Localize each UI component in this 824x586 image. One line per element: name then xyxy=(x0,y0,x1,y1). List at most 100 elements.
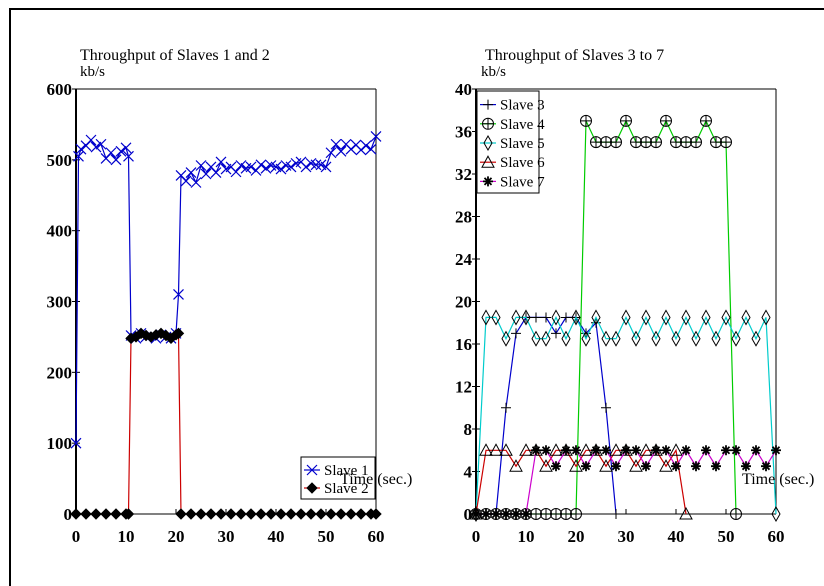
data-point xyxy=(235,508,247,520)
data-point xyxy=(499,443,513,456)
y-tick-label: 200 xyxy=(47,363,73,382)
data-point xyxy=(215,156,227,168)
data-point xyxy=(215,508,227,520)
series-slave-6 xyxy=(469,443,693,520)
data-point xyxy=(172,327,185,340)
series-slave-3 xyxy=(471,312,621,519)
y-tick-label: 40 xyxy=(455,80,472,99)
data-point xyxy=(190,177,202,188)
y-tick-label: 16 xyxy=(455,335,472,354)
data-point xyxy=(370,131,382,142)
data-point xyxy=(491,309,501,326)
data-point xyxy=(591,309,601,326)
data-point xyxy=(245,508,257,520)
data-point xyxy=(300,161,312,173)
y-tick-label: 400 xyxy=(47,222,73,241)
data-point xyxy=(360,140,372,152)
data-point xyxy=(641,309,651,326)
data-point xyxy=(681,309,691,326)
data-point xyxy=(600,136,612,149)
data-point xyxy=(175,508,187,520)
data-point xyxy=(315,508,327,520)
data-point xyxy=(679,506,693,520)
series-line xyxy=(476,449,777,515)
data-point xyxy=(285,508,297,520)
x-tick-label: 40 xyxy=(668,527,685,546)
data-point xyxy=(741,309,751,326)
x-tick-label: 50 xyxy=(318,527,335,546)
legend-marker xyxy=(306,482,318,494)
y-tick-label: 36 xyxy=(455,123,472,142)
data-point xyxy=(245,161,257,173)
legend xyxy=(476,90,540,194)
data-point xyxy=(180,175,192,187)
data-point xyxy=(669,443,683,456)
legend-label: Slave 3 xyxy=(500,98,545,114)
data-point xyxy=(120,142,132,154)
x-tick-label: 20 xyxy=(168,527,185,546)
data-point xyxy=(551,328,561,339)
data-point xyxy=(621,309,631,326)
data-point xyxy=(489,443,503,456)
y-tick-label: 300 xyxy=(47,293,73,312)
data-point xyxy=(345,508,357,520)
data-point xyxy=(549,443,563,456)
data-point xyxy=(531,312,541,323)
data-point xyxy=(123,150,134,162)
legend-label: Slave 6 xyxy=(500,155,545,171)
data-point xyxy=(73,150,84,162)
legend xyxy=(300,456,376,500)
series-line xyxy=(75,136,377,444)
data-point xyxy=(110,154,122,166)
series-line xyxy=(476,316,617,515)
data-point xyxy=(225,508,237,520)
data-point xyxy=(661,309,671,326)
data-point xyxy=(521,309,531,326)
series-line xyxy=(475,448,687,515)
legend-marker xyxy=(483,99,493,110)
data-point xyxy=(335,145,347,157)
data-point xyxy=(599,459,613,472)
data-point xyxy=(580,114,592,127)
x-tick-label: 10 xyxy=(118,527,135,546)
data-point xyxy=(539,459,553,472)
y-tick-label: 20 xyxy=(455,293,472,312)
data-point xyxy=(590,136,602,149)
y-tick-label: 28 xyxy=(455,208,472,227)
legend-marker xyxy=(483,134,493,152)
x-tick-label: 40 xyxy=(268,527,285,546)
series-line xyxy=(475,315,777,515)
data-point xyxy=(601,330,611,347)
y-tick-label: 500 xyxy=(47,151,73,170)
data-point xyxy=(110,508,122,520)
data-point xyxy=(370,508,382,520)
x-tick-label: 10 xyxy=(518,527,535,546)
data-point xyxy=(541,330,551,347)
data-point xyxy=(335,508,347,520)
data-point xyxy=(355,508,367,520)
x-tick-label: 30 xyxy=(218,527,235,546)
data-point xyxy=(265,508,277,520)
x-tick-label: 20 xyxy=(568,527,585,546)
x-tick-label: 30 xyxy=(618,527,635,546)
legend-marker xyxy=(306,464,318,476)
data-point xyxy=(660,114,672,127)
data-point xyxy=(255,508,267,520)
legend-marker xyxy=(481,155,495,168)
data-point xyxy=(122,508,135,520)
data-point xyxy=(601,402,611,413)
data-point xyxy=(173,288,184,300)
data-point xyxy=(640,136,652,149)
data-point xyxy=(581,328,591,339)
y-tick-label: 8 xyxy=(464,420,473,439)
data-point xyxy=(185,508,197,520)
data-point xyxy=(80,508,92,520)
data-point xyxy=(85,134,97,146)
data-point xyxy=(330,138,342,150)
data-point xyxy=(320,161,332,173)
data-point xyxy=(551,309,561,326)
data-point xyxy=(569,459,583,472)
y-tick-label: 24 xyxy=(455,250,473,269)
figure-frame xyxy=(9,8,824,586)
legend-label: Slave 5 xyxy=(500,136,545,152)
